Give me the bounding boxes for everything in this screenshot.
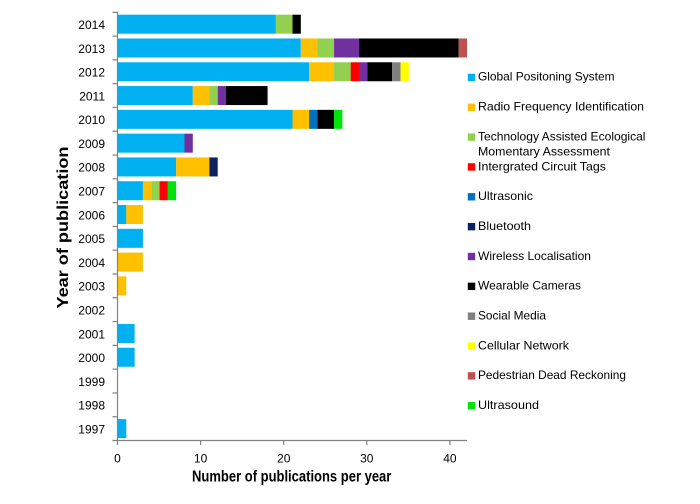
svg-text:Pedestrian Dead Reckoning: Pedestrian Dead Reckoning xyxy=(478,368,626,382)
svg-text:Momentary Assessment: Momentary Assessment xyxy=(478,144,611,158)
svg-text:30: 30 xyxy=(360,452,374,466)
svg-text:Ultrasound: Ultrasound xyxy=(478,398,539,412)
svg-text:Intergrated Circuit Tags: Intergrated Circuit Tags xyxy=(478,159,606,173)
svg-text:Year of publication: Year of publication xyxy=(55,146,72,308)
svg-text:Radio Frequency Identification: Radio Frequency Identification xyxy=(478,100,644,114)
svg-text:2006: 2006 xyxy=(78,208,105,222)
svg-text:1999: 1999 xyxy=(78,375,105,389)
svg-text:40: 40 xyxy=(443,452,457,466)
svg-text:1997: 1997 xyxy=(78,422,105,436)
svg-text:Technology Assisted Ecological: Technology Assisted Ecological xyxy=(478,129,646,143)
svg-text:2012: 2012 xyxy=(78,66,105,80)
svg-text:1998: 1998 xyxy=(78,399,105,413)
svg-text:Bluetooth: Bluetooth xyxy=(478,219,531,233)
svg-text:0: 0 xyxy=(114,452,121,466)
svg-text:2001: 2001 xyxy=(78,327,105,341)
svg-text:Global Positoning System: Global Positoning System xyxy=(478,70,615,84)
svg-text:10: 10 xyxy=(194,452,208,466)
svg-text:Number of publications per yea: Number of publications per year xyxy=(192,469,391,486)
svg-text:2013: 2013 xyxy=(78,42,105,56)
svg-text:Social Media: Social Media xyxy=(478,309,546,323)
svg-text:Wearable Cameras: Wearable Cameras xyxy=(478,279,581,293)
svg-text:2005: 2005 xyxy=(78,232,105,246)
svg-text:2010: 2010 xyxy=(78,113,105,127)
svg-text:2008: 2008 xyxy=(78,161,105,175)
svg-text:Wireless Localisation: Wireless Localisation xyxy=(478,249,591,263)
svg-text:Cellular Network: Cellular Network xyxy=(478,338,569,352)
svg-text:2014: 2014 xyxy=(78,18,105,32)
svg-text:2004: 2004 xyxy=(78,256,105,270)
svg-text:20: 20 xyxy=(277,452,291,466)
svg-text:Ultrasonic: Ultrasonic xyxy=(478,189,533,203)
svg-text:2007: 2007 xyxy=(78,185,105,199)
svg-text:2000: 2000 xyxy=(78,351,105,365)
svg-text:2003: 2003 xyxy=(78,280,105,294)
svg-text:2002: 2002 xyxy=(78,303,105,317)
svg-text:2009: 2009 xyxy=(78,137,105,151)
svg-text:2011: 2011 xyxy=(79,89,105,103)
